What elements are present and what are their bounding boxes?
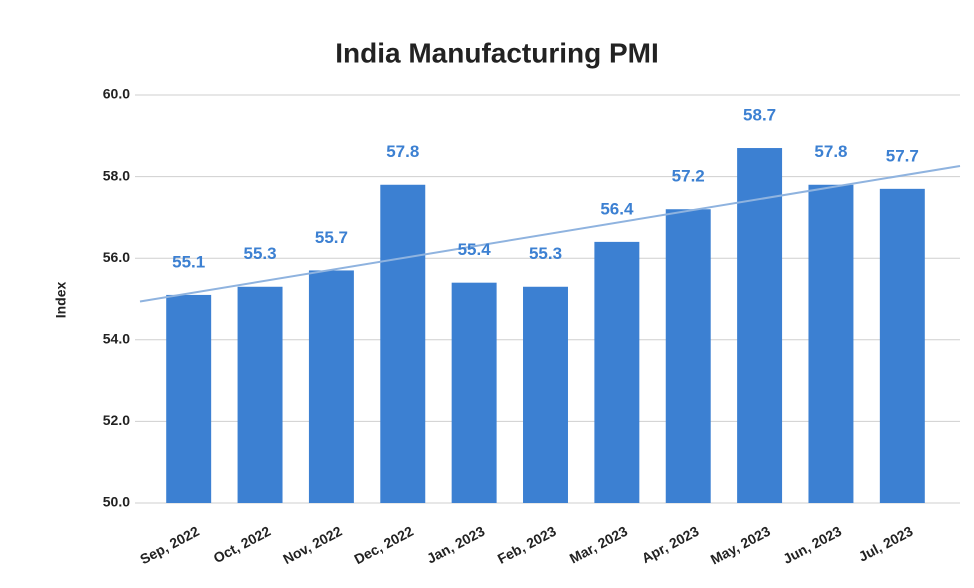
y-axis-title: Index bbox=[53, 282, 69, 319]
bar bbox=[451, 282, 497, 503]
data-label: 57.8 bbox=[386, 142, 419, 161]
bar bbox=[737, 148, 783, 504]
data-label: 57.8 bbox=[814, 142, 847, 161]
bar bbox=[308, 270, 354, 503]
bar bbox=[166, 294, 212, 503]
data-label: 55.3 bbox=[243, 244, 276, 263]
y-tick-label: 58.0 bbox=[103, 167, 130, 183]
data-label: 55.1 bbox=[172, 252, 205, 271]
data-label: 57.2 bbox=[672, 167, 705, 186]
y-tick-label: 52.0 bbox=[103, 412, 130, 428]
bar bbox=[879, 188, 925, 503]
chart-title: India Manufacturing PMI bbox=[335, 37, 659, 68]
bar bbox=[594, 241, 640, 503]
bar bbox=[237, 286, 283, 503]
data-label: 58.7 bbox=[743, 106, 776, 125]
bar bbox=[380, 184, 426, 503]
y-tick-label: 54.0 bbox=[103, 331, 130, 347]
bar bbox=[523, 286, 568, 503]
data-label: 55.4 bbox=[458, 240, 492, 259]
y-tick-label: 56.0 bbox=[103, 249, 130, 265]
y-tick-label: 50.0 bbox=[103, 494, 130, 510]
data-label: 57.7 bbox=[886, 146, 919, 165]
trendline bbox=[139, 164, 961, 303]
data-label: 55.7 bbox=[315, 228, 348, 247]
y-tick-label: 60.0 bbox=[103, 86, 130, 102]
bar bbox=[808, 184, 854, 503]
data-label: 55.3 bbox=[529, 244, 562, 263]
data-label: 56.4 bbox=[600, 199, 634, 218]
bar bbox=[665, 209, 711, 504]
